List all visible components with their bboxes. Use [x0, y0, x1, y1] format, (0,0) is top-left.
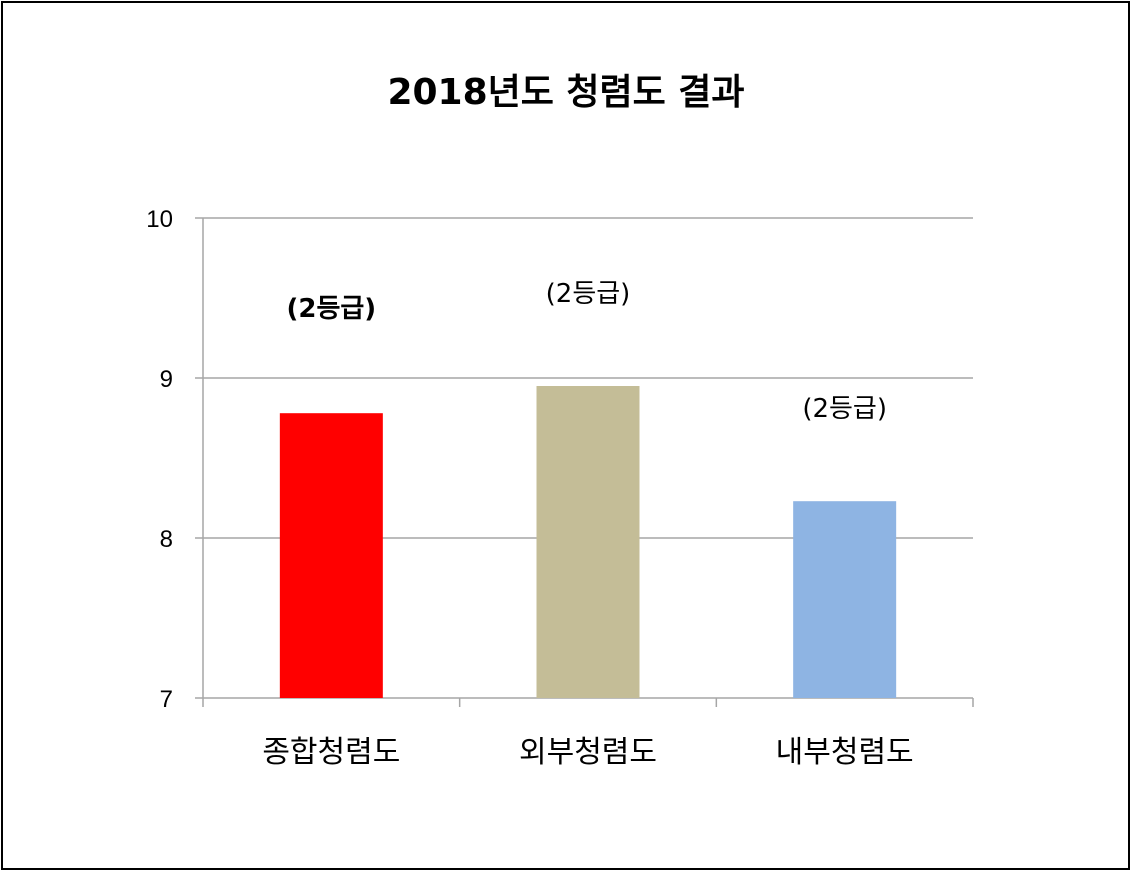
bar-3	[793, 501, 897, 698]
category-label: 종합청렴도	[262, 735, 400, 770]
bars	[279, 386, 897, 698]
labels: 7 8 9 10 종합청렴도 (2등급) 외부청렴도 (2등급) 내부청렴도 (2등급)	[146, 206, 913, 770]
bar-2	[536, 386, 640, 698]
y-tick-label: 10	[146, 206, 173, 233]
y-tick-label: 7	[160, 686, 173, 713]
bar-1	[279, 413, 383, 698]
data-label: (2등급)	[802, 394, 887, 424]
data-label: (2등급)	[286, 294, 376, 324]
y-tick-label: 9	[160, 366, 173, 393]
chart-title: 2018년도 청렴도 결과	[387, 72, 744, 113]
y-tick-label: 8	[160, 526, 173, 553]
category-label: 외부청렴도	[519, 735, 657, 770]
data-label: (2등급)	[546, 279, 631, 309]
category-label: 내부청렴도	[776, 735, 914, 770]
